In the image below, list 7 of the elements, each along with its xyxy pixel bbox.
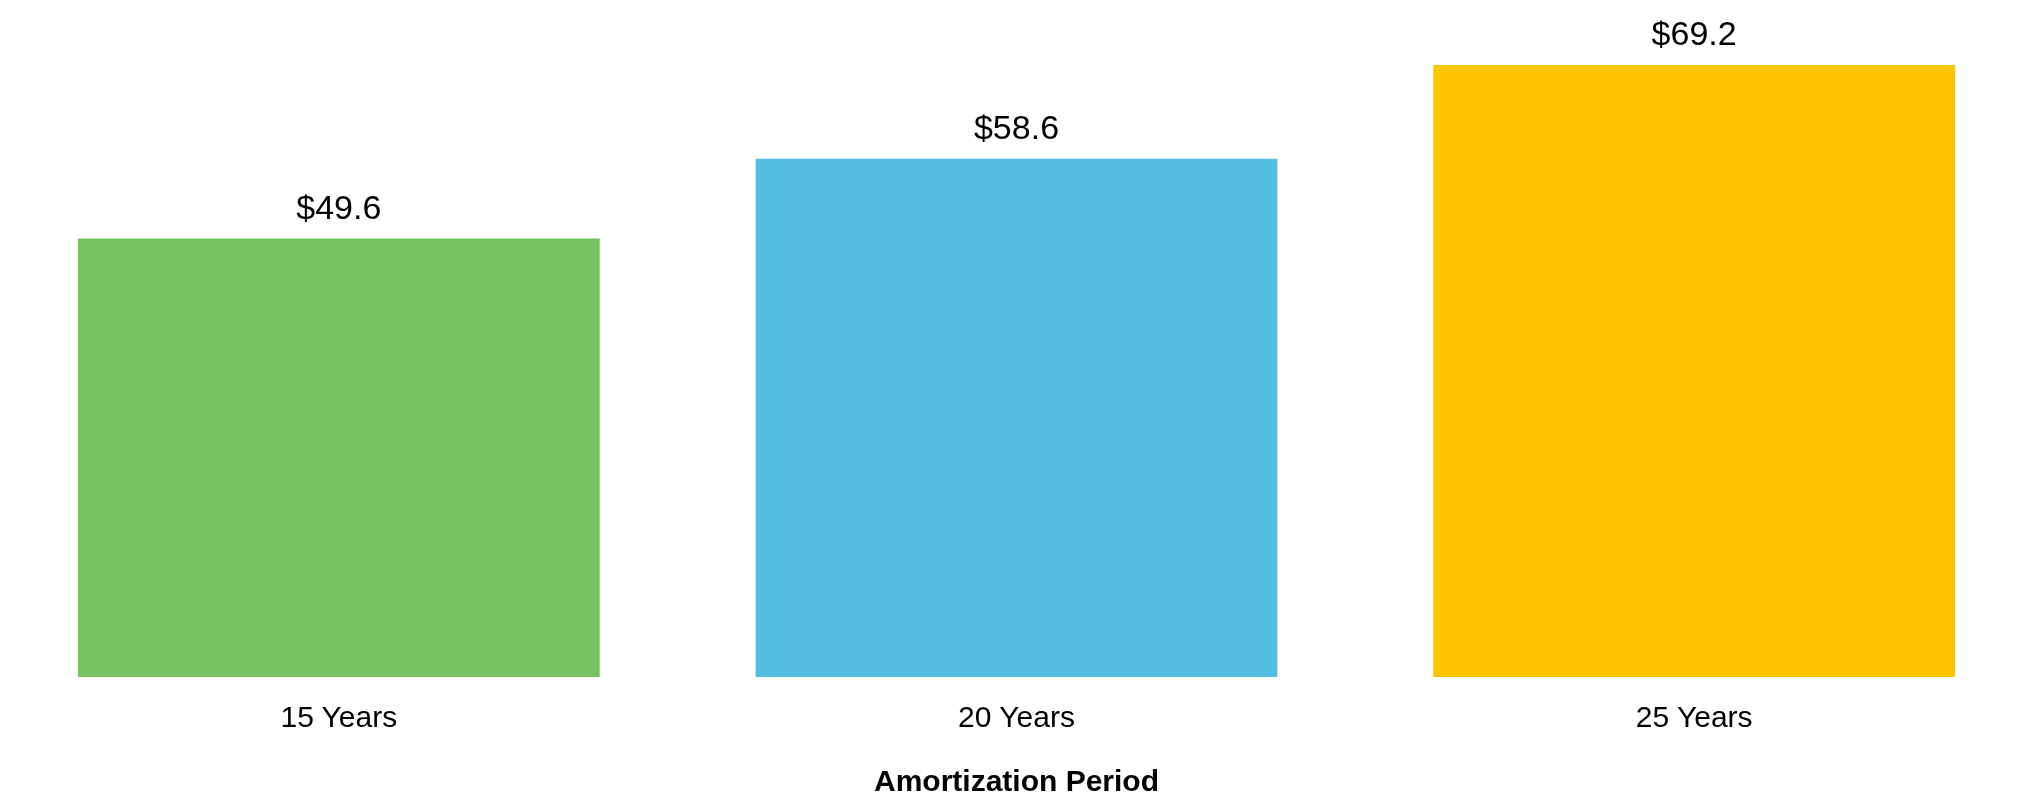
x-axis-title: Amortization Period xyxy=(873,764,1160,798)
x-tick-label: 20 Years xyxy=(958,700,1075,734)
x-tick-label: 25 Years xyxy=(1635,700,1753,734)
data-label: $58.6 xyxy=(973,108,1060,147)
x-tick-label: 15 Years xyxy=(280,700,398,734)
data-label: $49.6 xyxy=(296,187,382,226)
data-label: $69.2 xyxy=(1651,14,1737,53)
